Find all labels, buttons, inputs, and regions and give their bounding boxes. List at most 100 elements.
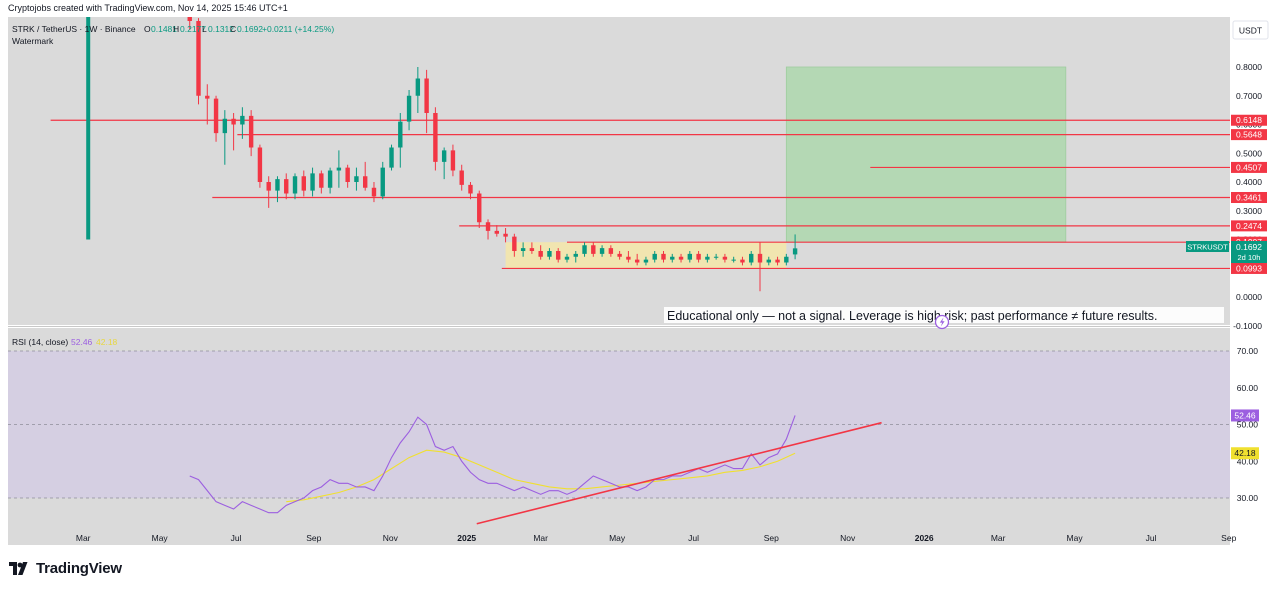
candle-body-52: [643, 259, 649, 263]
currency-button-label[interactable]: USDT: [1239, 26, 1262, 36]
price-axis-label-1: 0.7000: [1236, 91, 1262, 101]
rsi-trendline: [476, 421, 882, 525]
target-zone-layer: [785, 66, 1067, 243]
legend-h-value: 0.2177: [180, 24, 206, 34]
candle-body-26: [415, 78, 421, 96]
rsi-layer: [8, 350, 1230, 525]
level-badge-bg-2: [1231, 161, 1267, 173]
level-lines-layer: [50, 119, 1230, 270]
currency-button[interactable]: USDT: [1232, 20, 1269, 40]
attribution-bar: Cryptojobs created with TradingView.com,…: [0, 0, 1280, 17]
ticker-badge-price: 0.1692: [1236, 242, 1262, 252]
candle-body-44: [573, 253, 578, 257]
candle-body-28: [433, 113, 438, 162]
candle-body-14: [310, 173, 315, 191]
chart-area[interactable]: 0.80000.70000.60000.50000.40000.30000.20…: [0, 17, 1280, 551]
candle-body-57: [687, 253, 693, 260]
rsi-axis[interactable]: 70.00 60.00 50.00 40.00 30.00: [1237, 346, 1259, 503]
rsi-ma-badge-label: 42.18: [1234, 448, 1256, 458]
candle-body-43: [564, 256, 570, 260]
level-badge-bg-6: [1231, 262, 1267, 274]
candle-body-62: [731, 259, 736, 261]
rsi-line: [189, 415, 796, 514]
rsi-ma-line: [286, 449, 796, 503]
time-axis-label-15: Sep: [1221, 533, 1236, 543]
candle-body-8: [257, 147, 263, 182]
candle-body-13: [301, 176, 306, 191]
level-badge-label-6: 0.0993: [1236, 263, 1262, 273]
level-badge-bg-1: [1231, 129, 1267, 141]
legend-o-label: O: [144, 24, 151, 34]
price-axis-label-9: -0.1000: [1233, 321, 1262, 331]
candle-body-65: [757, 253, 763, 263]
disclaimer-bg: [664, 307, 1224, 323]
candle-body-33: [477, 193, 482, 223]
candle-body-1: [196, 21, 201, 96]
disclaimer-text: Educational only — not a signal. Leverag…: [667, 309, 1157, 323]
target-zone: [785, 66, 1067, 243]
candle-body-24: [398, 121, 403, 148]
price-axis-label-0: 0.8000: [1236, 62, 1262, 72]
candle-body-55: [670, 256, 675, 260]
candle-body-29: [441, 150, 447, 162]
candle-body-34: [485, 222, 491, 231]
candle-body-47: [599, 248, 605, 254]
candle-body-31: [459, 170, 464, 185]
candle-body-69: [792, 248, 798, 255]
level-badge-label-3: 0.3461: [1236, 192, 1262, 202]
candle-body-25: [406, 95, 412, 122]
level-badge-bg-0: [1231, 114, 1267, 126]
candle-body-42: [556, 251, 561, 260]
candle-body-58: [696, 253, 701, 260]
currency-button-bg[interactable]: [1232, 20, 1269, 40]
level-badge-label-0: 0.6148: [1236, 115, 1262, 125]
tradingview-logo-text: TradingView: [36, 559, 122, 577]
time-axis-label-1: May: [152, 533, 169, 543]
candle-body-7: [248, 115, 254, 148]
lightning-icon[interactable]: [934, 314, 950, 330]
rsi-legend-ma-value: 42.18: [96, 337, 118, 347]
rsi-axis-label-1: 60.00: [1237, 383, 1259, 393]
candle-body-60: [713, 256, 719, 258]
tradingview-logo[interactable]: TradingView: [9, 559, 122, 577]
time-axis-label-4: Nov: [383, 533, 399, 543]
ticker-badge-price-bg: [1231, 241, 1267, 263]
candle-body-54: [661, 253, 666, 260]
early-bar-layer: [86, 17, 91, 240]
time-axis-label-10: Nov: [840, 533, 856, 543]
price-axis-label-8: 0.0000: [1236, 292, 1262, 302]
candle-body-30: [450, 150, 456, 171]
candle-body-36: [503, 233, 508, 237]
early-candle-bar: [86, 17, 91, 240]
candle-body-61: [722, 256, 728, 260]
time-axis-label-11: 2026: [915, 533, 934, 543]
price-axis-label-4: 0.4000: [1236, 177, 1262, 187]
ticker-badge-symbol-bg: [1186, 241, 1229, 252]
candle-body-68: [784, 256, 789, 263]
level-badge-label-4: 0.2474: [1236, 221, 1262, 231]
candle-body-38: [520, 248, 526, 251]
candle-body-4: [222, 118, 228, 134]
candle-body-9: [266, 182, 271, 191]
candle-body-22: [380, 167, 385, 197]
candle-body-40: [538, 251, 543, 257]
candle-body-11: [284, 179, 289, 194]
time-axis-label-0: Mar: [76, 533, 91, 543]
candle-body-41: [547, 251, 552, 257]
level-badge-label-2: 0.4507: [1236, 162, 1262, 172]
rsi-ma-badge-bg: [1231, 447, 1259, 460]
time-axis-label-12: Mar: [991, 533, 1006, 543]
candle-body-39: [529, 248, 535, 251]
legend-c-label: C: [230, 24, 236, 34]
level-badge-bg-4: [1231, 220, 1267, 232]
legend-l-value: 0.1312: [208, 24, 234, 34]
legend-c-value: 0.1692: [237, 24, 263, 34]
attribution-text: Cryptojobs created with TradingView.com,…: [8, 3, 288, 13]
legend-l-label: L: [202, 24, 207, 34]
candle-body-45: [582, 245, 587, 254]
time-axis[interactable]: Mar May Jul Sep Nov 2025 Mar May Jul Sep Nov 2026 Ma…: [76, 533, 1237, 543]
candle-body-63: [740, 259, 745, 263]
candle-body-48: [608, 248, 614, 254]
candle-body-67: [775, 259, 780, 263]
rsi-axis-label-4: 30.00: [1237, 493, 1259, 503]
